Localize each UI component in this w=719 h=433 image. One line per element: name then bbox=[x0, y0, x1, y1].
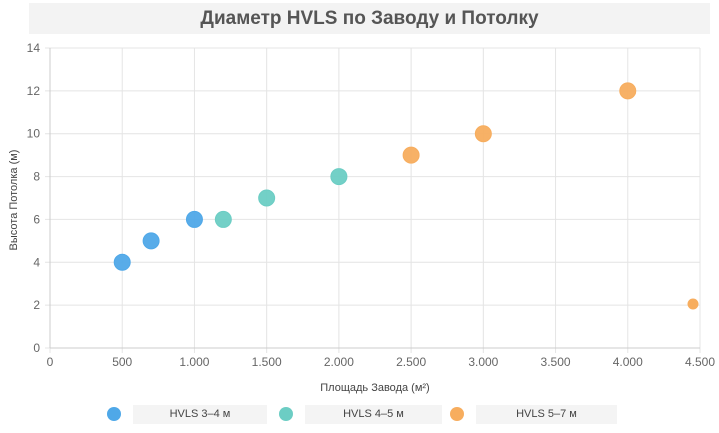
x-tick-label: 4.500 bbox=[685, 355, 715, 369]
y-tick-label: 4 bbox=[33, 255, 40, 269]
x-tick-label: 3.000 bbox=[468, 355, 498, 369]
y-tick-label: 14 bbox=[27, 41, 41, 55]
x-tick-label: 2.500 bbox=[396, 355, 426, 369]
data-point-series-2 bbox=[330, 168, 348, 186]
y-tick-label: 6 bbox=[33, 212, 40, 226]
legend-marker-icon bbox=[279, 407, 293, 421]
axes bbox=[49, 48, 700, 349]
stray-marker bbox=[687, 298, 699, 310]
chart-title: Диаметр HVLS по Заводу и Потолку bbox=[200, 7, 539, 29]
chart-title-box: Диаметр HVLS по Заводу и Потолку bbox=[29, 3, 710, 34]
data-point-series-2 bbox=[258, 189, 276, 207]
y-tick-label: 10 bbox=[27, 127, 41, 141]
x-axis-label: Площадь Завода (м²) bbox=[320, 382, 429, 394]
legend-marker-icon bbox=[107, 407, 121, 421]
y-tick-label: 12 bbox=[27, 84, 41, 98]
data-point-series-2 bbox=[214, 210, 232, 228]
x-tick-label: 3.500 bbox=[541, 355, 571, 369]
x-tick-label: 0 bbox=[47, 355, 54, 369]
data-points bbox=[113, 82, 699, 310]
legend-item[interactable]: HVLS 3–4 м bbox=[107, 402, 267, 426]
data-point-series-3 bbox=[402, 146, 420, 164]
legend-item[interactable]: HVLS 4–5 м bbox=[279, 402, 442, 426]
tick-labels: 0 500 1.000 1.500 2.000 2.500 3.000 3.500 4.000 4… bbox=[27, 41, 716, 369]
y-tick-label: 2 bbox=[33, 298, 40, 312]
legend-label: HVLS 5–7 м bbox=[476, 404, 617, 424]
x-tick-label: 2.000 bbox=[324, 355, 354, 369]
legend-label: HVLS 3–4 м bbox=[133, 404, 267, 424]
data-point-series-1 bbox=[142, 232, 160, 250]
y-tick-label: 8 bbox=[33, 170, 40, 184]
x-tick-label: 1.000 bbox=[179, 355, 209, 369]
legend: HVLS 3–4 м HVLS 4–5 м HVLS 5–7 м bbox=[0, 402, 719, 426]
data-point-series-1 bbox=[113, 253, 131, 271]
x-tick-label: 500 bbox=[112, 355, 132, 369]
data-point-series-3 bbox=[619, 82, 637, 100]
y-axis-label: Высота Потолка (м) bbox=[8, 150, 20, 251]
data-point-series-3 bbox=[474, 125, 492, 143]
y-tick-label: 0 bbox=[33, 341, 40, 355]
x-tick-label: 4.000 bbox=[613, 355, 643, 369]
legend-item[interactable]: HVLS 5–7 м bbox=[450, 402, 617, 426]
legend-marker-icon bbox=[450, 407, 464, 421]
data-point-series-1 bbox=[185, 210, 203, 228]
grid-lines bbox=[45, 47, 701, 353]
x-tick-label: 1.500 bbox=[252, 355, 282, 369]
legend-label: HVLS 4–5 м bbox=[305, 404, 442, 424]
